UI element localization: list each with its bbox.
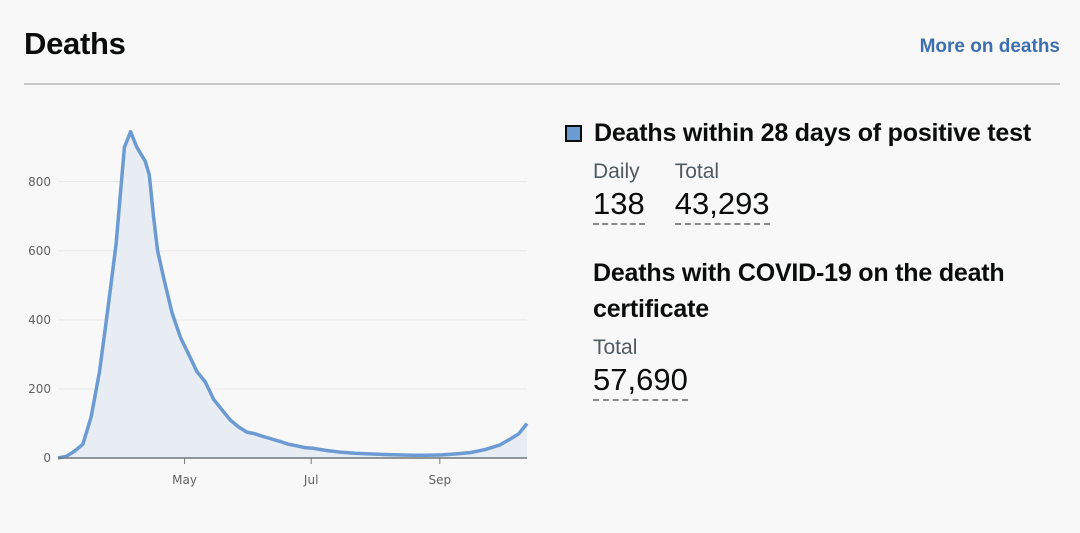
data-point	[204, 381, 206, 383]
data-point	[140, 153, 142, 155]
data-point	[144, 160, 146, 162]
data-point	[470, 451, 472, 453]
data-point	[254, 433, 256, 435]
y-tick-label: 400	[28, 313, 51, 327]
y-tick-label: 200	[28, 382, 51, 396]
data-point	[163, 277, 165, 279]
total-label: Total	[674, 160, 720, 183]
y-tick-label: 800	[28, 175, 51, 189]
data-point	[123, 146, 125, 148]
total-value[interactable]: 43,293	[674, 185, 770, 225]
daily-label: Daily	[593, 160, 640, 183]
data-point	[136, 146, 138, 148]
data-point	[325, 449, 327, 451]
data-point	[484, 448, 486, 450]
more-on-deaths-link[interactable]: More on deaths	[919, 36, 1060, 57]
data-point	[271, 438, 273, 440]
deaths-chart: 0 200 400 600 800 May Jul Sep	[28, 129, 529, 487]
data-point	[221, 408, 223, 410]
data-point	[517, 433, 519, 435]
data-point	[295, 445, 297, 447]
data-point	[148, 174, 150, 176]
header-divider	[24, 83, 1060, 85]
x-tick-label: Sep	[429, 473, 452, 487]
data-point	[441, 454, 443, 456]
y-tick-label: 600	[28, 244, 51, 258]
data-point	[426, 454, 428, 456]
data-point	[368, 453, 370, 455]
data-point	[509, 438, 511, 440]
data-point	[179, 336, 181, 338]
data-point	[171, 312, 173, 314]
data-point	[526, 422, 528, 424]
data-point	[229, 419, 231, 421]
series-line	[57, 129, 529, 460]
data-point	[212, 398, 214, 400]
data-point	[383, 453, 385, 455]
data-point	[57, 457, 59, 459]
data-point	[339, 451, 341, 453]
x-tick-label: Jul	[303, 473, 318, 487]
metric-title: Deaths within 28 days of positive test	[594, 119, 1031, 147]
daily-block: Daily 138	[593, 159, 645, 225]
chart-axes: 0 200 400 600 800 May Jul Sep	[28, 175, 527, 487]
data-point	[196, 370, 198, 372]
data-point	[188, 353, 190, 355]
data-point	[152, 215, 154, 217]
data-point	[455, 453, 457, 455]
metric-death-certificate: Deaths with COVID-19 on the death certif…	[593, 255, 1070, 401]
legend-swatch	[565, 124, 582, 142]
data-point	[412, 454, 414, 456]
daily-value[interactable]: 138	[593, 185, 645, 225]
data-point	[279, 440, 281, 442]
page-title: Deaths	[24, 26, 126, 61]
data-point	[73, 450, 75, 452]
y-tick-label: 0	[43, 451, 51, 465]
data-point	[237, 426, 239, 428]
data-point	[98, 370, 100, 372]
x-tick-label: May	[172, 473, 197, 487]
data-point	[354, 452, 356, 454]
data-point	[82, 443, 84, 445]
data-point	[304, 446, 306, 448]
data-point	[107, 308, 109, 310]
stats-panel: Deaths within 28 days of positive test D…	[565, 115, 1070, 401]
metric-title: Deaths with COVID-19 on the death certif…	[593, 259, 1005, 323]
data-point	[262, 435, 264, 437]
data-point	[397, 454, 399, 456]
data-point	[115, 243, 117, 245]
total-block: Total 43,293	[674, 159, 770, 225]
certificate-total-block: Total 57,690	[593, 335, 688, 401]
certificate-total-label: Total	[593, 336, 638, 359]
data-point	[246, 431, 248, 433]
data-point	[287, 443, 289, 445]
series-area	[58, 131, 527, 458]
data-point	[312, 447, 314, 449]
data-point	[499, 444, 501, 446]
data-point	[90, 415, 92, 417]
data-point	[65, 455, 67, 457]
certificate-total-value[interactable]: 57,690	[593, 361, 688, 401]
metric-28-days: Deaths within 28 days of positive test D…	[565, 115, 1070, 225]
data-point	[156, 250, 158, 252]
data-point	[129, 131, 131, 133]
